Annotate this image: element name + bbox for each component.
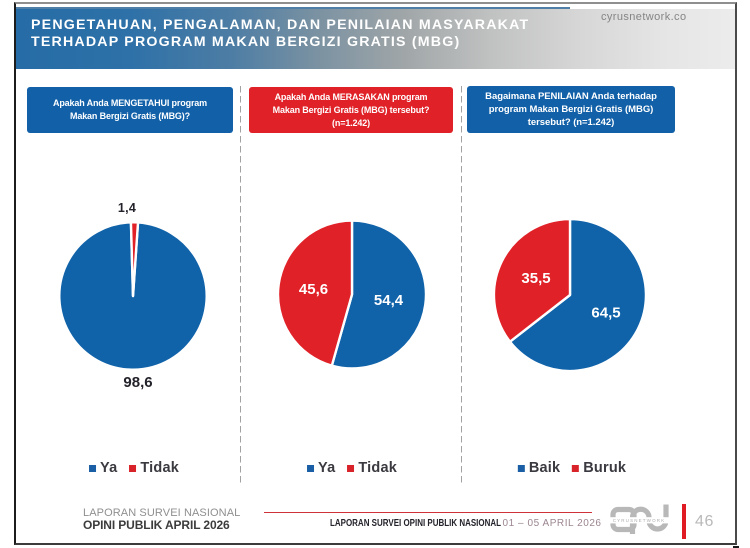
svg-text:1,4: 1,4 [118,201,136,215]
svg-text:64,5: 64,5 [591,305,620,322]
svg-text:35,5: 35,5 [521,270,550,287]
svg-text:98,6: 98,6 [123,374,152,391]
svg-text:45,6: 45,6 [299,281,328,298]
svg-text:CYRUSNETWORK: CYRUSNETWORK [613,518,666,523]
svg-text:54,4: 54,4 [374,292,404,309]
